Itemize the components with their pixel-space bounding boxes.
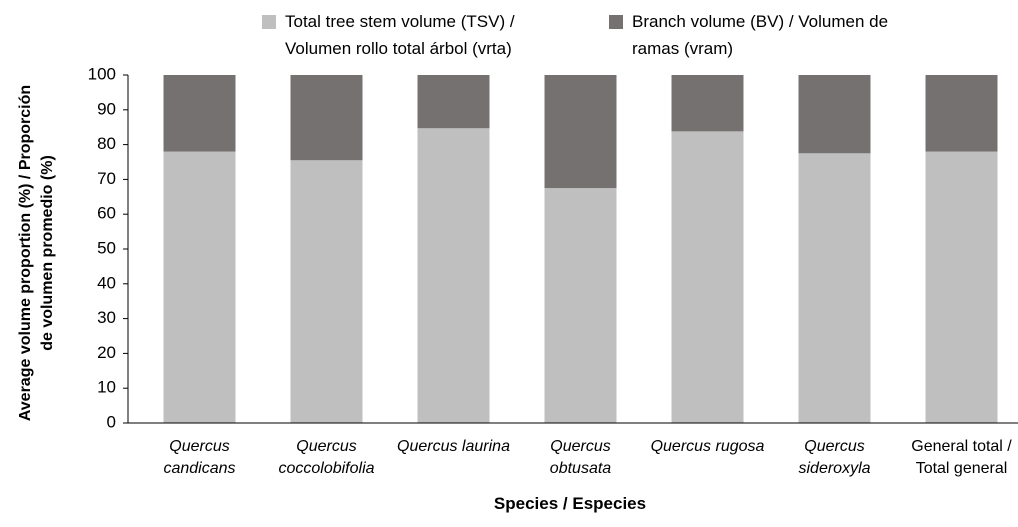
bar-segment <box>417 128 490 423</box>
x-axis-title: Species / Especies <box>493 494 647 513</box>
bar-segment <box>544 188 617 423</box>
x-tick-label: Quercus candicans <box>163 438 236 477</box>
y-tick-label: 30 <box>97 308 116 327</box>
legend-swatch <box>609 15 623 29</box>
x-tick-label: Quercus obtusata <box>549 438 612 477</box>
x-tick-label: Quercus sideroxyla <box>798 438 871 477</box>
legend-label: Total tree stem volume (TSV) / Volumen r… <box>285 12 515 58</box>
y-tick-label: 0 <box>107 412 116 431</box>
x-tick-label: Quercus coccolobifolia <box>278 438 375 477</box>
y-tick-label: 40 <box>97 273 116 292</box>
y-tick-label: 50 <box>97 238 116 257</box>
bar-segment <box>798 153 871 424</box>
x-tick-label: Quercus rugosa <box>650 438 765 455</box>
y-tick-label: 60 <box>97 204 116 223</box>
bar-segment <box>163 151 236 423</box>
y-tick-label: 10 <box>97 378 116 397</box>
bar-segment <box>798 75 871 154</box>
bar-segment <box>417 75 490 129</box>
bar-segment <box>671 131 744 423</box>
y-axis-title: Average volume proportion (%) / Proporci… <box>17 84 56 422</box>
y-tick-label: 90 <box>97 99 116 118</box>
y-tick-label: 80 <box>97 134 116 153</box>
bar-segment <box>925 75 998 152</box>
x-tick-label: General total / Total general <box>911 438 1012 477</box>
y-tick-label: 70 <box>97 169 116 188</box>
legend-swatch <box>262 15 276 29</box>
bar-segment <box>163 75 236 152</box>
bar-segment <box>544 75 617 189</box>
bar-segment <box>671 75 744 132</box>
y-tick-label: 100 <box>88 64 116 83</box>
legend-label: Branch volume (BV) / Volumen de ramas (v… <box>632 12 889 58</box>
bar-segment <box>290 75 363 161</box>
bar-segment <box>290 160 363 423</box>
bar-segment <box>925 151 998 423</box>
y-tick-label: 20 <box>97 343 116 362</box>
x-tick-label: Quercus laurina <box>397 438 510 455</box>
